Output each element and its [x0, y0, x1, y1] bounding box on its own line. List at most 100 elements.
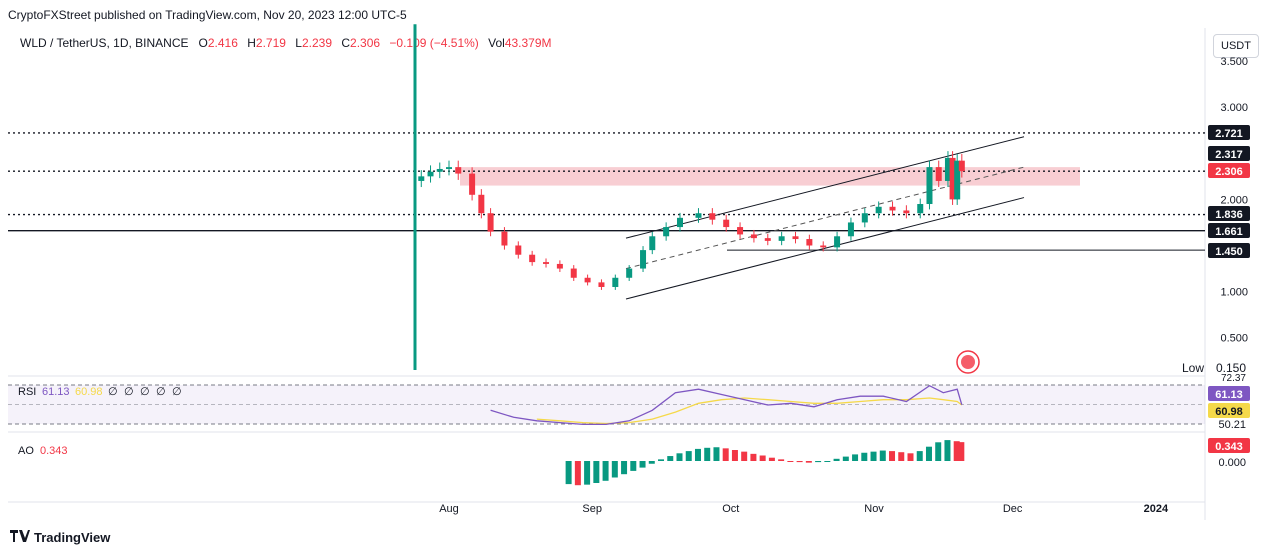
ao-bar	[958, 442, 965, 461]
ao-bar	[889, 451, 896, 461]
candle-body	[847, 222, 854, 237]
price-tag-box	[1208, 125, 1250, 140]
rsi-legend-value: ∅	[172, 386, 182, 398]
low-value: 0.150	[1216, 361, 1246, 375]
ao-bar	[658, 459, 665, 461]
candle-body	[515, 245, 522, 255]
low-label: Low	[1182, 361, 1204, 375]
price-tag-box	[1208, 206, 1250, 221]
candle-body	[663, 227, 670, 237]
price-tag-box	[1208, 163, 1250, 178]
rsi-level-label: 50.21	[1218, 419, 1246, 431]
ao-bar	[796, 461, 803, 463]
ao-bar	[953, 441, 960, 461]
candle-body	[640, 250, 647, 269]
candle-body	[806, 239, 813, 246]
candle-body	[427, 171, 434, 177]
ao-bar	[815, 461, 822, 463]
candle-body	[709, 213, 716, 220]
volume-label: Vol	[488, 36, 505, 50]
price-tick-label: 3.000	[1220, 102, 1248, 114]
tradingview-brand: TradingView	[34, 530, 111, 545]
tradingview-logo[interactable]: TradingView	[10, 530, 110, 545]
high-label: H	[247, 36, 256, 50]
ao-title: AO	[18, 445, 34, 457]
ao-bar	[639, 461, 646, 468]
time-tick-label: Nov	[864, 503, 884, 515]
candle-body	[612, 277, 619, 287]
price-tag-box	[1208, 243, 1250, 258]
ao-bar	[685, 451, 692, 461]
ao-bar	[833, 458, 840, 461]
candle-body	[949, 157, 956, 200]
ao-bar	[593, 461, 600, 483]
ao-bar	[768, 457, 775, 461]
tradingview-logo-icon	[10, 530, 30, 545]
ao-bar	[611, 461, 618, 478]
currency-button[interactable]: USDT	[1213, 34, 1259, 58]
ao-bar	[648, 461, 655, 464]
publisher-line: CryptoFXStreet published on TradingView.…	[8, 8, 407, 22]
change-value: −0.109 (−4.51%)	[389, 36, 479, 50]
candle-body	[501, 231, 508, 246]
ao-bar	[925, 446, 932, 461]
time-tick-label: Oct	[722, 503, 739, 515]
candle-body	[543, 262, 550, 264]
ao-bar	[704, 447, 711, 461]
open-value: 2.416	[207, 36, 238, 50]
candle-body	[889, 206, 896, 211]
time-tick-label: Dec	[1003, 503, 1023, 515]
ao-bar	[787, 461, 794, 462]
price-tag-box	[1208, 146, 1250, 161]
channel-lower-line	[625, 197, 1025, 300]
rsi-legend-value: ∅	[108, 386, 118, 398]
candle-body	[737, 227, 744, 235]
candle-body	[875, 206, 882, 214]
ao-bar	[630, 461, 637, 471]
candle-body	[626, 268, 633, 278]
rsi-level-label: 72.37	[1221, 373, 1246, 384]
candle-body	[529, 254, 536, 263]
ao-bar	[565, 461, 572, 485]
candle-body	[598, 282, 605, 287]
ao-bar	[898, 452, 905, 461]
candle-body	[764, 238, 771, 241]
candle-body	[944, 157, 951, 181]
price-tag-label: 1.836	[1215, 209, 1243, 221]
candle-body	[556, 263, 563, 269]
channel-upper-line	[625, 136, 1025, 239]
price-tag-label: 2.721	[1215, 128, 1243, 140]
symbol-title[interactable]: WLD / TetherUS, 1D, BINANCE	[20, 36, 189, 50]
rsi-line	[490, 384, 963, 426]
rsi-tag-label: 61.13	[1215, 389, 1243, 401]
candle-body	[649, 236, 656, 251]
rsi-ma-tag-box	[1208, 403, 1250, 418]
low-label: L	[295, 36, 302, 50]
rsi-ma-tag-label: 60.98	[1215, 406, 1243, 418]
ao-bar	[805, 461, 812, 463]
open-label: O	[198, 36, 208, 50]
price-tick-label: 3.500	[1220, 56, 1248, 68]
rsi-legend-value: 60.98	[75, 386, 103, 398]
candle-body	[487, 213, 494, 232]
price-tick-label: 0.500	[1220, 333, 1248, 345]
price-tag-label: 2.317	[1215, 149, 1243, 161]
price-tick-label: 1.000	[1220, 287, 1248, 299]
ao-bar	[750, 453, 757, 461]
candle-body	[861, 213, 868, 223]
candle-body	[954, 160, 961, 200]
rsi-tag-box	[1208, 386, 1250, 401]
ao-bar	[916, 451, 923, 461]
candle-body	[820, 245, 827, 248]
ao-bar	[676, 453, 683, 461]
rsi-title: RSI	[18, 386, 36, 398]
event-flag-icon-inner	[961, 355, 975, 369]
time-tick-label: Aug	[439, 503, 459, 515]
ao-bar	[944, 440, 951, 461]
high-value: 2.719	[255, 36, 286, 50]
ao-bar	[870, 451, 877, 461]
ao-legend-value: 0.343	[40, 445, 68, 457]
time-tick-label: Sep	[582, 503, 602, 515]
time-tick-label: 2024	[1144, 503, 1169, 515]
